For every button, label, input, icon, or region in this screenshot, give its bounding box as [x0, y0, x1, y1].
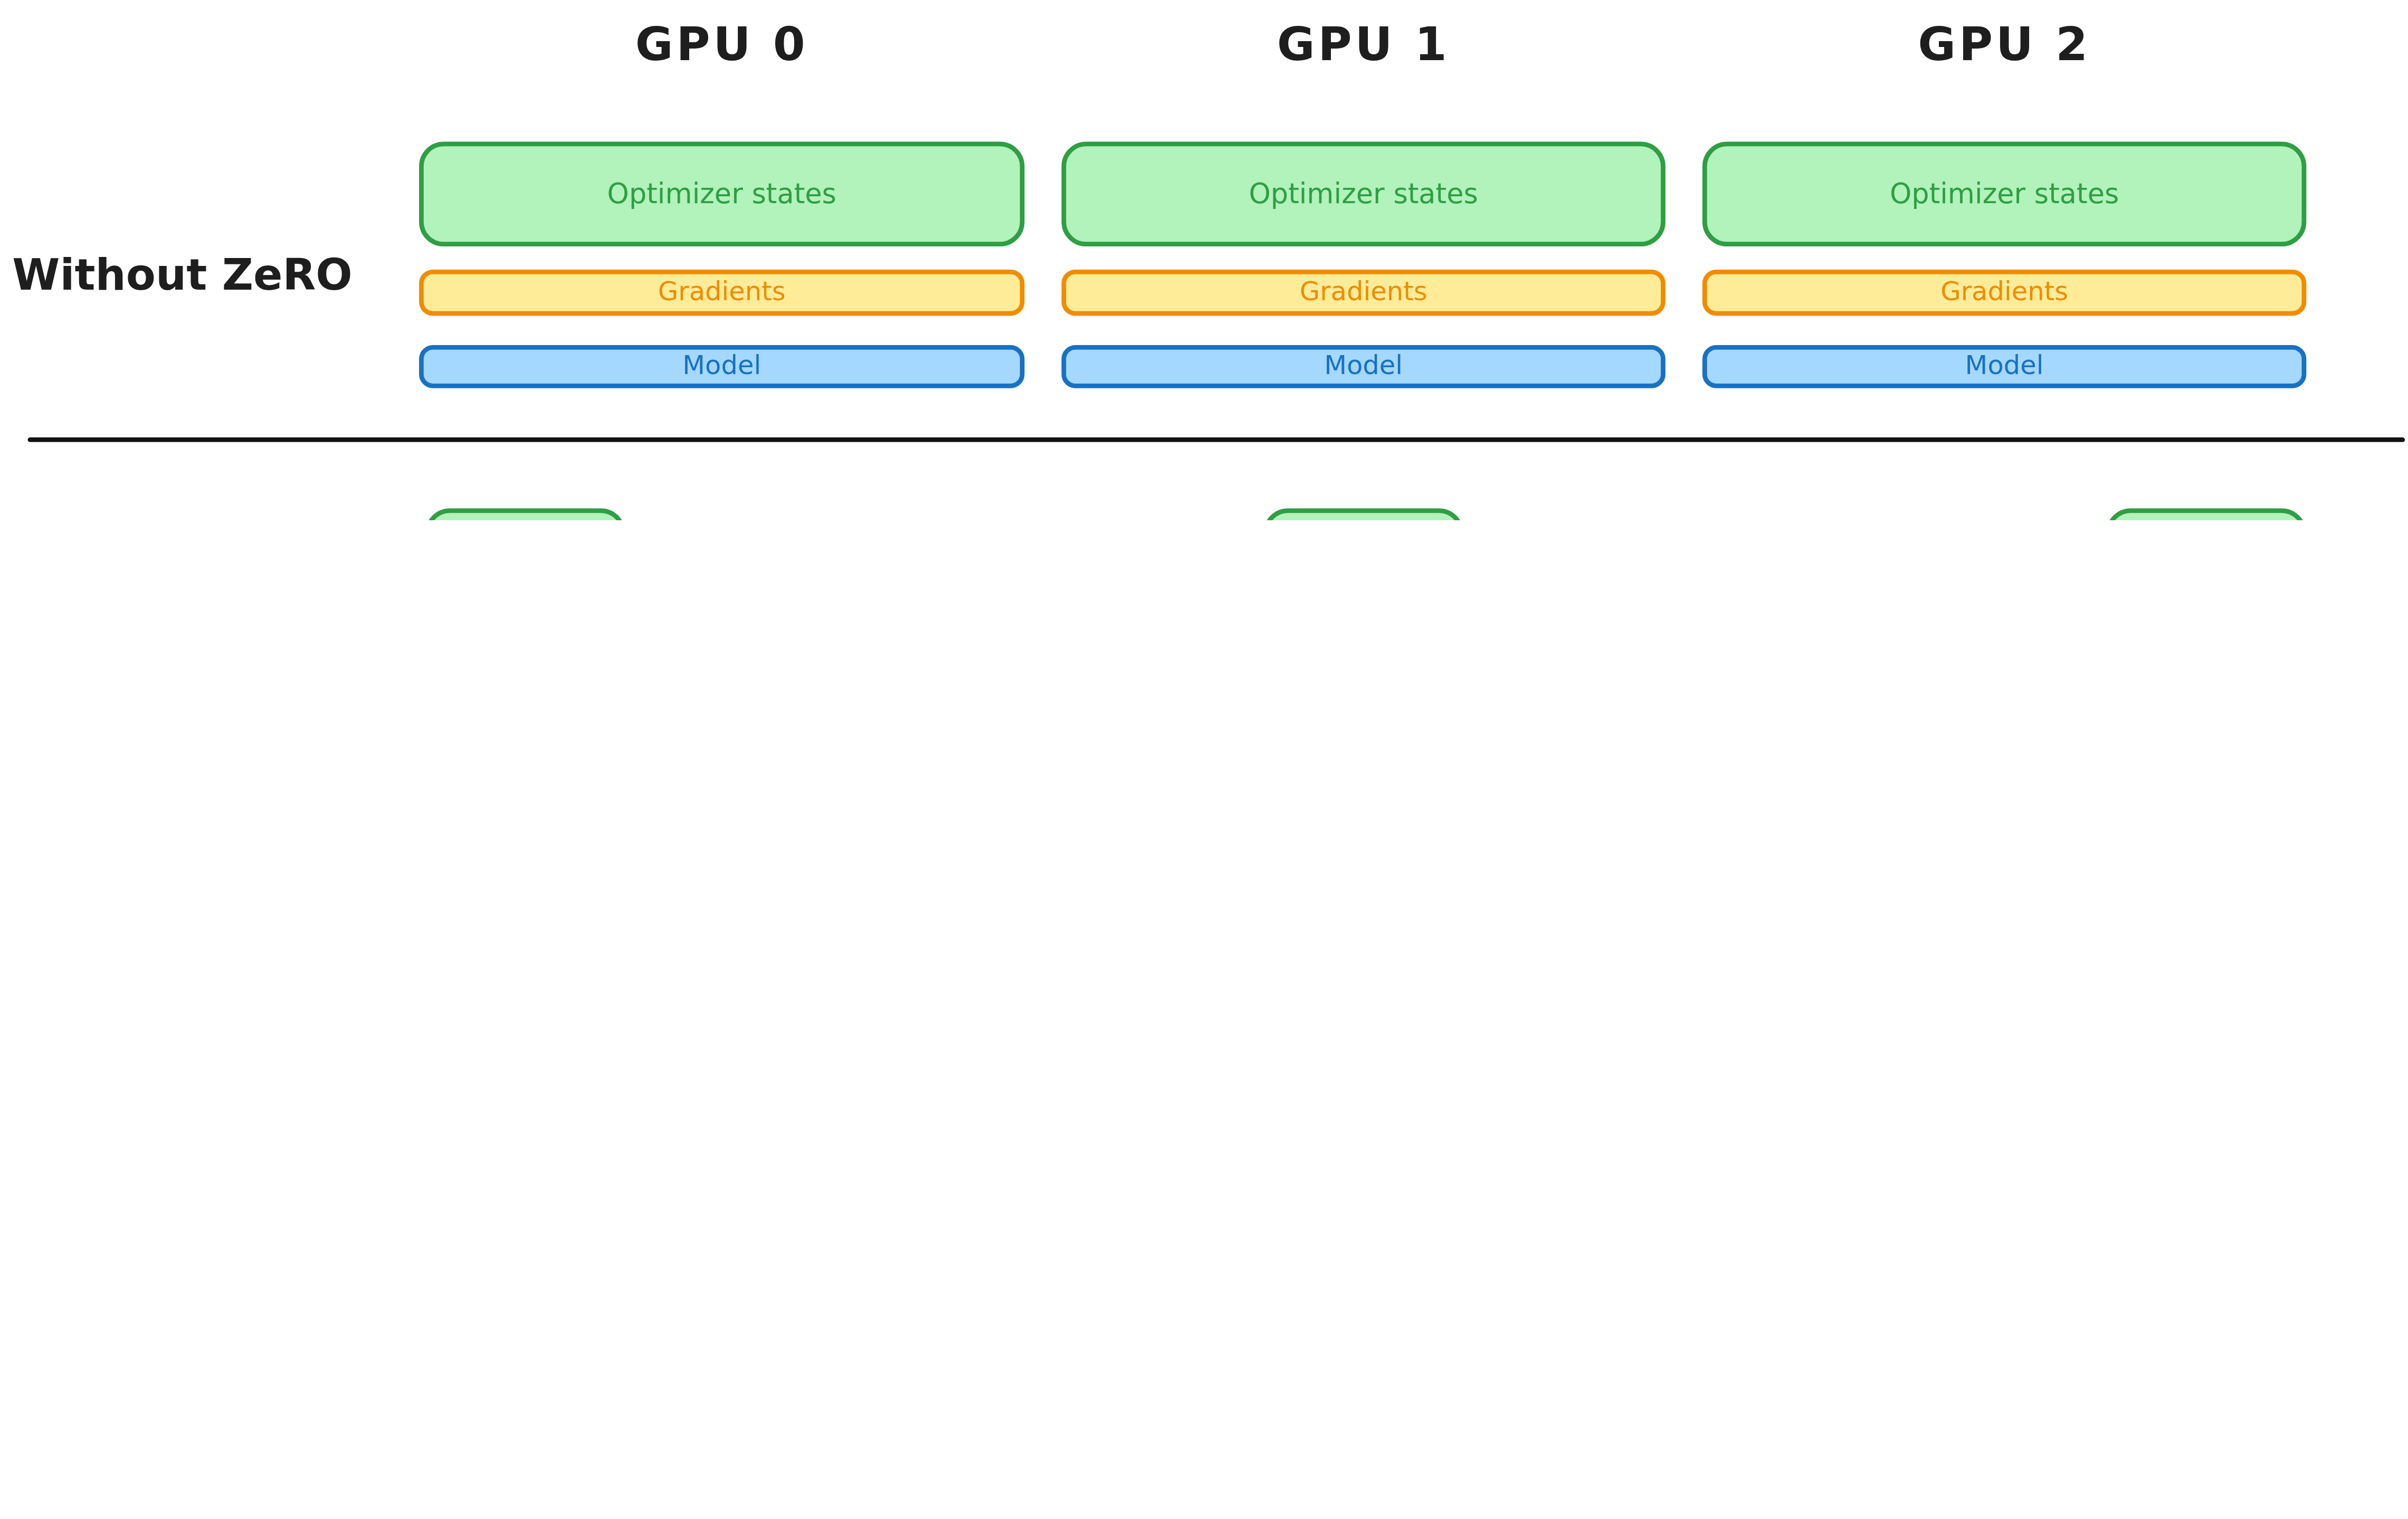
gradients-box: Gradients: [419, 270, 1024, 316]
model-box: Model: [1702, 345, 2306, 388]
column-header-gpu-0: GPU 0: [419, 9, 1024, 77]
optimizer-states-shard-box: Opt. states 1/3: [425, 508, 626, 520]
optimizer-states-box: Optimizer states: [1702, 142, 2306, 247]
optimizer-states-box: Optimizer states: [1061, 142, 1665, 247]
gradients-box: Gradients: [1061, 270, 1665, 316]
gradients-box: Gradients: [1702, 270, 2306, 316]
model-box: Model: [1061, 345, 1665, 388]
row-label-without-zero: Without ZeRO: [12, 250, 353, 299]
optimizer-states-shard-box: Opt. states 2/3: [1263, 508, 1464, 520]
column-header-gpu-1: GPU 1: [1061, 9, 1665, 77]
column-header-gpu-2: GPU 2: [1702, 9, 2306, 77]
zero-stages-diagram: GPU 0 GPU 1 GPU 2 Without ZeRO ZeRO Stag…: [0, 0, 2408, 520]
model-box: Model: [419, 345, 1024, 388]
divider-line: [28, 437, 2405, 442]
optimizer-states-shard-box: Opt. states 3/3: [2106, 508, 2307, 520]
optimizer-states-box: Optimizer states: [419, 142, 1024, 247]
